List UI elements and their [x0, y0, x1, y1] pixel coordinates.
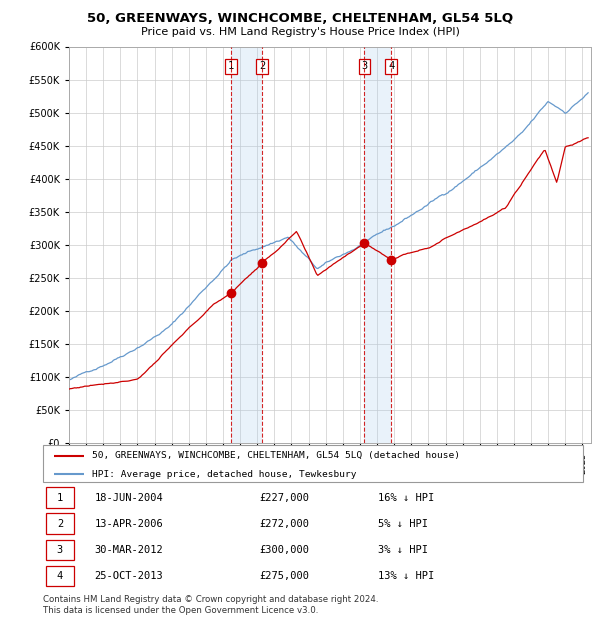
- Text: £300,000: £300,000: [259, 545, 309, 555]
- FancyBboxPatch shape: [46, 539, 74, 560]
- Text: 3: 3: [361, 61, 367, 71]
- Text: 5% ↓ HPI: 5% ↓ HPI: [378, 519, 428, 529]
- Bar: [231, 46, 262, 443]
- Text: Price paid vs. HM Land Registry's House Price Index (HPI): Price paid vs. HM Land Registry's House …: [140, 27, 460, 37]
- Text: £227,000: £227,000: [259, 493, 309, 503]
- Text: 50, GREENWAYS, WINCHCOMBE, CHELTENHAM, GL54 5LQ: 50, GREENWAYS, WINCHCOMBE, CHELTENHAM, G…: [87, 12, 513, 25]
- Bar: [364, 46, 391, 443]
- Text: This data is licensed under the Open Government Licence v3.0.: This data is licensed under the Open Gov…: [43, 606, 319, 616]
- Text: 3: 3: [57, 545, 63, 555]
- Text: 16% ↓ HPI: 16% ↓ HPI: [378, 493, 434, 503]
- Text: 25-OCT-2013: 25-OCT-2013: [94, 571, 163, 581]
- Text: 2: 2: [57, 519, 63, 529]
- Text: £275,000: £275,000: [259, 571, 309, 581]
- Text: HPI: Average price, detached house, Tewkesbury: HPI: Average price, detached house, Tewk…: [92, 470, 356, 479]
- Text: £272,000: £272,000: [259, 519, 309, 529]
- Text: 4: 4: [57, 571, 63, 581]
- Text: 13-APR-2006: 13-APR-2006: [94, 519, 163, 529]
- FancyBboxPatch shape: [46, 513, 74, 534]
- Text: 30-MAR-2012: 30-MAR-2012: [94, 545, 163, 555]
- Text: 4: 4: [388, 61, 394, 71]
- Text: 50, GREENWAYS, WINCHCOMBE, CHELTENHAM, GL54 5LQ (detached house): 50, GREENWAYS, WINCHCOMBE, CHELTENHAM, G…: [92, 451, 460, 460]
- FancyBboxPatch shape: [43, 445, 583, 482]
- Text: 1: 1: [57, 493, 63, 503]
- Text: 3% ↓ HPI: 3% ↓ HPI: [378, 545, 428, 555]
- Text: 18-JUN-2004: 18-JUN-2004: [94, 493, 163, 503]
- Text: 1: 1: [228, 61, 234, 71]
- Text: Contains HM Land Registry data © Crown copyright and database right 2024.: Contains HM Land Registry data © Crown c…: [43, 595, 379, 604]
- Text: 13% ↓ HPI: 13% ↓ HPI: [378, 571, 434, 581]
- FancyBboxPatch shape: [46, 487, 74, 508]
- FancyBboxPatch shape: [46, 565, 74, 587]
- Text: 2: 2: [259, 61, 265, 71]
